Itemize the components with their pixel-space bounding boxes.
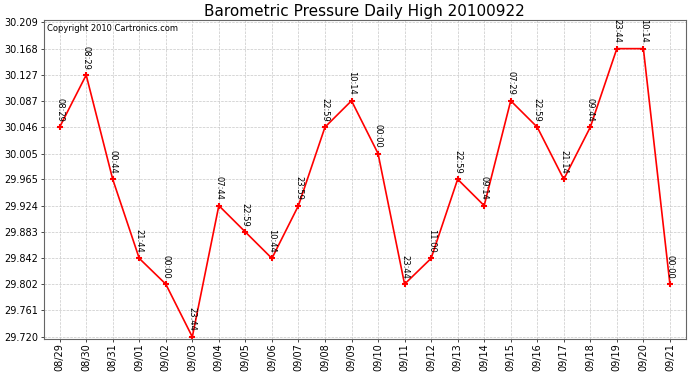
Text: 08:29: 08:29 xyxy=(81,46,90,69)
Text: 00:00: 00:00 xyxy=(665,255,674,279)
Text: 22:59: 22:59 xyxy=(533,98,542,122)
Text: 07:44: 07:44 xyxy=(215,176,224,200)
Text: 11:00: 11:00 xyxy=(426,229,435,253)
Text: 23:44: 23:44 xyxy=(400,255,409,279)
Text: 23:44: 23:44 xyxy=(612,19,622,43)
Text: 00:44: 00:44 xyxy=(108,150,117,174)
Text: 10:44: 10:44 xyxy=(268,229,277,253)
Text: 23:44: 23:44 xyxy=(188,308,197,331)
Text: 08:29: 08:29 xyxy=(55,98,64,122)
Text: 23:59: 23:59 xyxy=(294,176,303,200)
Text: 09:14: 09:14 xyxy=(480,176,489,200)
Text: 21:44: 21:44 xyxy=(135,229,144,253)
Text: 07:29: 07:29 xyxy=(506,71,515,95)
Text: Copyright 2010 Cartronics.com: Copyright 2010 Cartronics.com xyxy=(47,24,178,33)
Text: 09:44: 09:44 xyxy=(586,98,595,122)
Text: 22:59: 22:59 xyxy=(320,98,330,122)
Text: 10:14: 10:14 xyxy=(639,20,648,43)
Title: Barometric Pressure Daily High 20100922: Barometric Pressure Daily High 20100922 xyxy=(204,4,525,19)
Text: 22:59: 22:59 xyxy=(241,203,250,226)
Text: 22:59: 22:59 xyxy=(453,150,462,174)
Text: 10:14: 10:14 xyxy=(347,72,356,95)
Text: 00:00: 00:00 xyxy=(161,255,170,279)
Text: 00:00: 00:00 xyxy=(373,124,382,148)
Text: 21:14: 21:14 xyxy=(560,150,569,174)
